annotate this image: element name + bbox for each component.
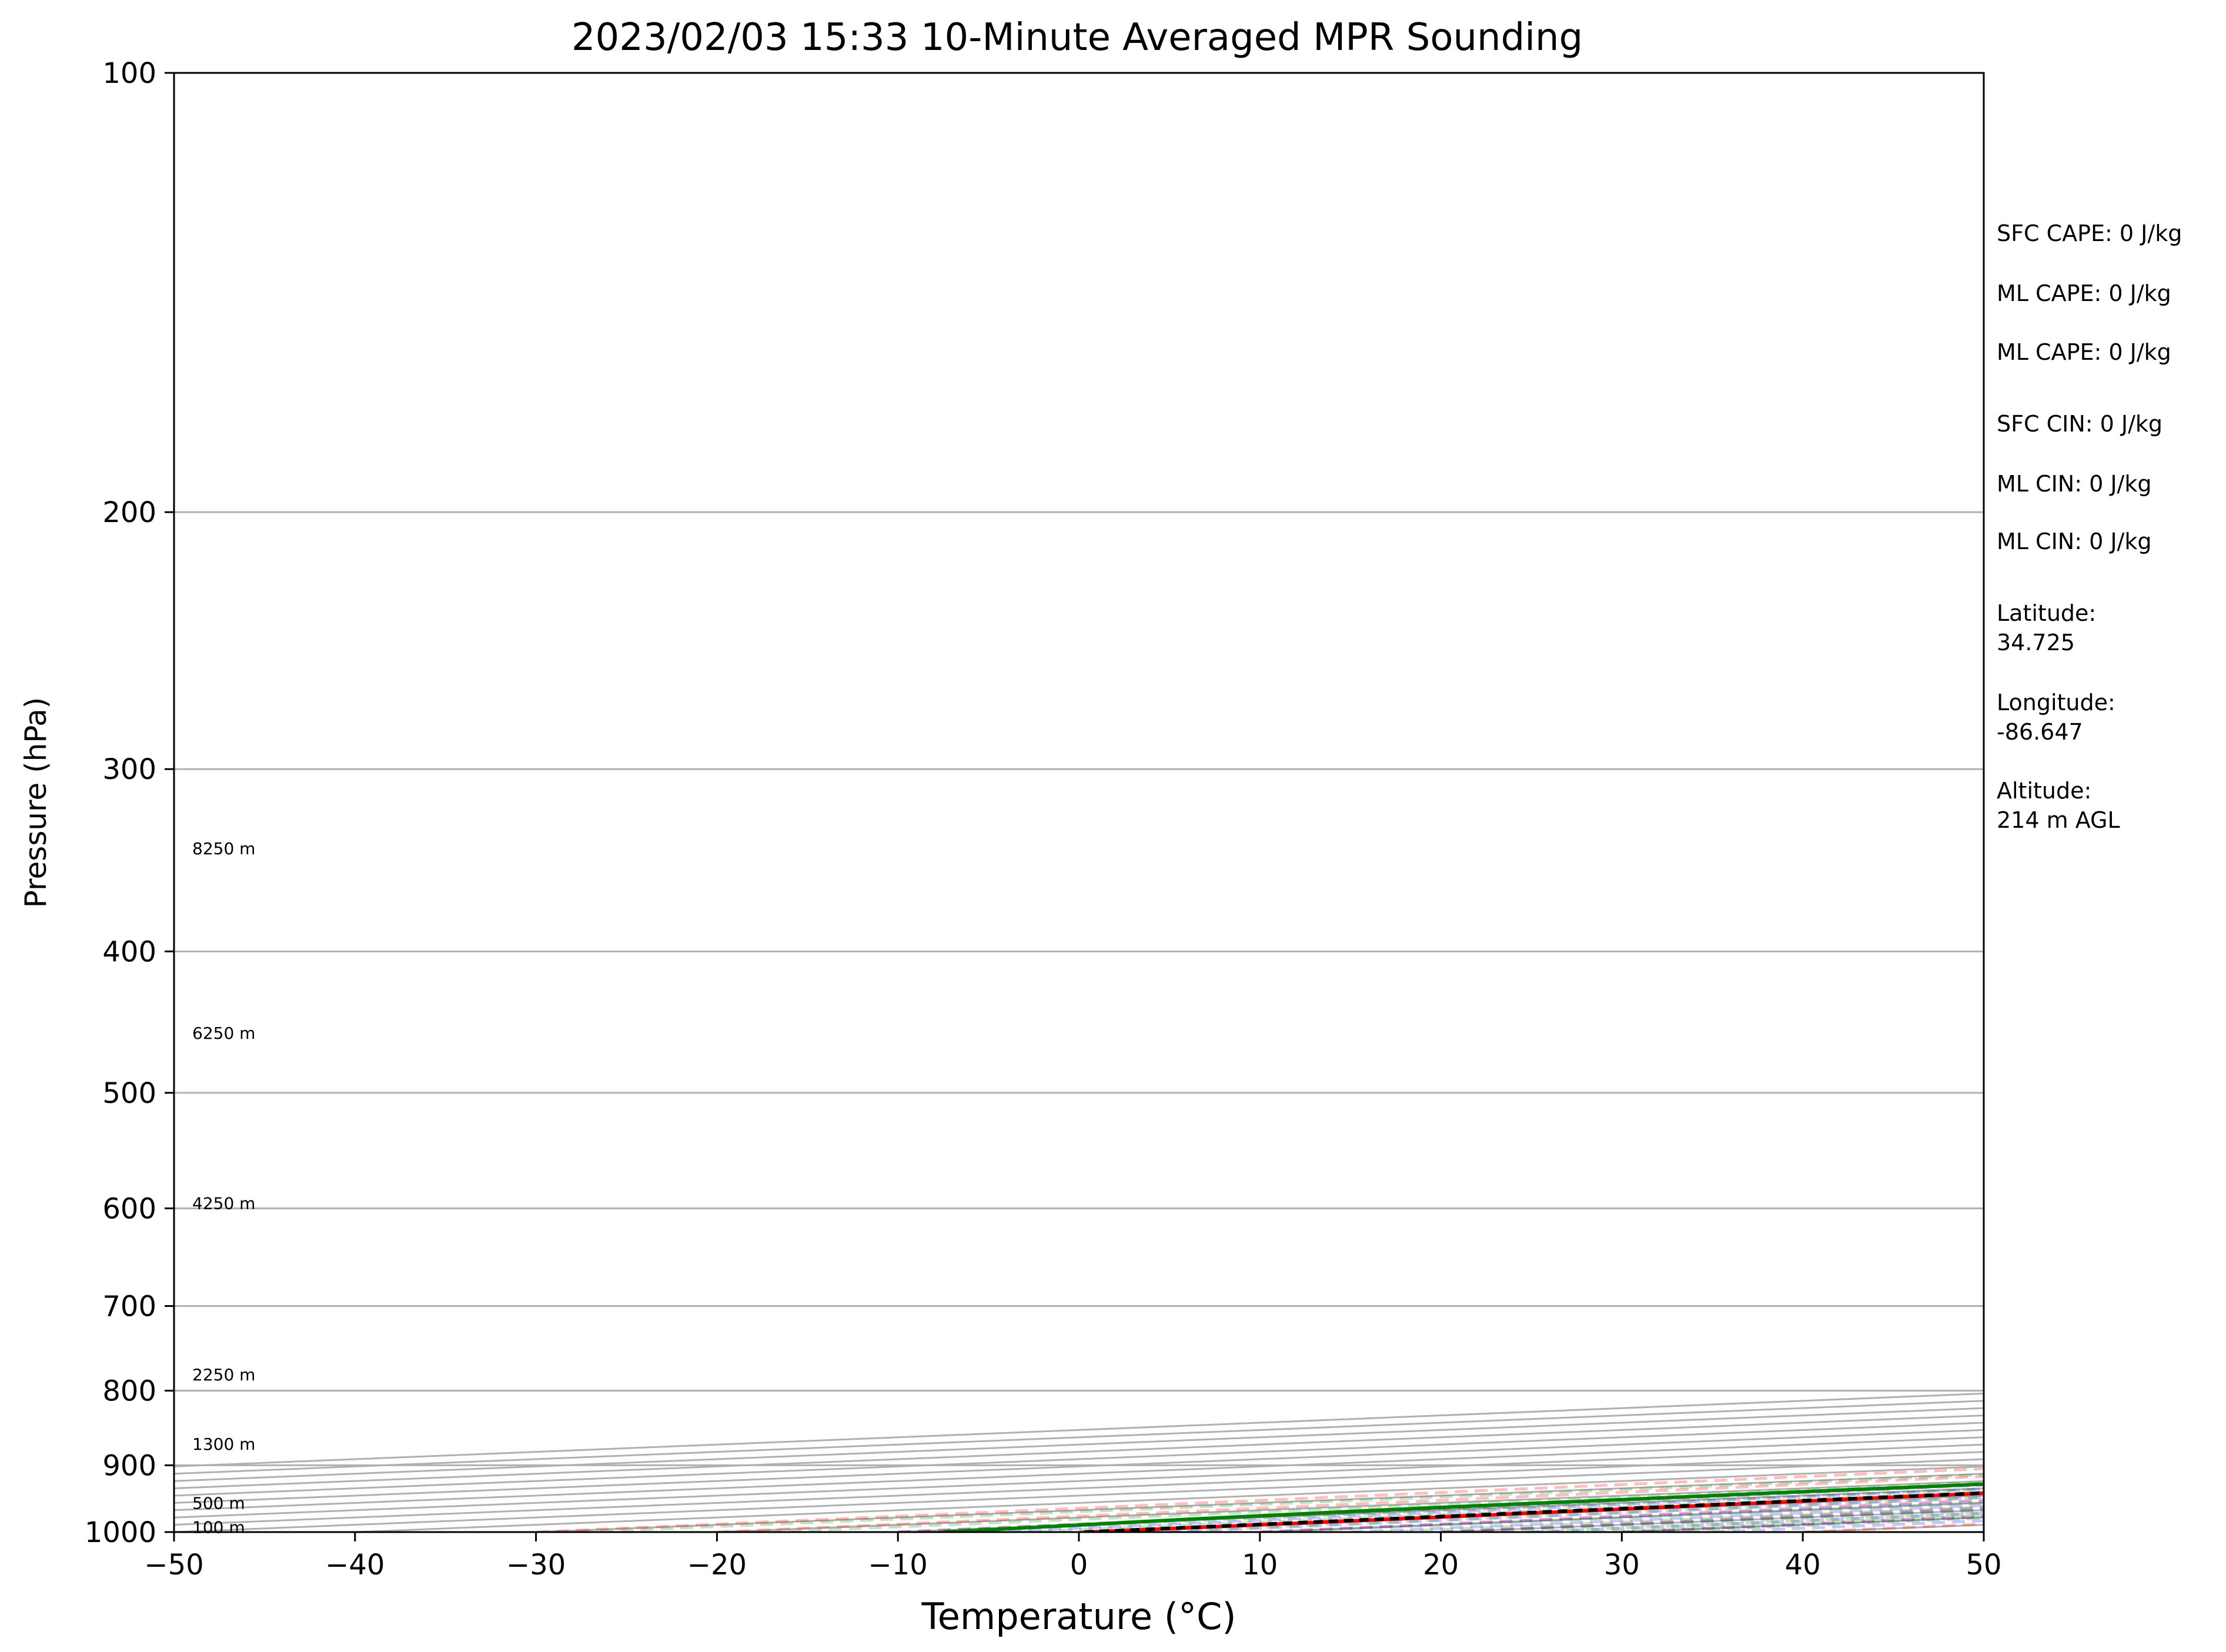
x-tick-label: −30 [506,1549,566,1581]
chart-title: 2023/02/03 15:33 10-Minute Averaged MPR … [571,16,1583,59]
annotation-text: ML CIN: 0 J/kg [1997,471,2151,497]
y-tick-label: 800 [102,1375,156,1407]
y-tick-label: 100 [102,57,156,90]
height-label: 8250 m [192,839,255,858]
x-tick-label: 10 [1242,1549,1278,1581]
annotation-text: Altitude: [1997,778,2091,804]
annotation-text: 214 m AGL [1997,807,2120,833]
y-tick-label: 700 [102,1290,156,1323]
x-tick-label: 30 [1604,1549,1640,1581]
mixing-ratio-line [768,1481,1984,1532]
y-tick-label: 900 [102,1449,156,1482]
x-tick-label: 40 [1785,1549,1821,1581]
y-tick-label: 500 [102,1077,156,1110]
y-tick-label: 400 [102,935,156,968]
height-label: 6250 m [192,1024,255,1043]
annotation-text: ML CAPE: 0 J/kg [1997,280,2171,306]
annotation-text: ML CIN: 0 J/kg [1997,529,2151,554]
x-tick-label: 50 [1966,1549,2001,1581]
y-tick-label: 300 [102,753,156,786]
x-tick-label: −20 [687,1549,747,1581]
y-tick-label: 600 [102,1192,156,1225]
x-tick-label: −10 [868,1549,928,1581]
x-tick-label: −40 [325,1549,385,1581]
y-axis: 100 200 300 400 500 600 700 800 900 1000 [85,57,174,1549]
height-labels: 8250 m 6250 m 4250 m 2250 m 1300 m 500 m 100 m [192,839,255,1537]
annotation-text: -86.647 [1997,719,2083,745]
annotation-text: SFC CIN: 0 J/kg [1997,411,2163,437]
height-label: 1300 m [192,1434,255,1454]
height-label: 4250 m [192,1193,255,1213]
background-lines [174,73,1984,1532]
annotation-text: Latitude: [1997,600,2096,626]
x-tick-label: −50 [144,1549,203,1581]
height-label: 2250 m [192,1365,255,1385]
height-label: 100 m [192,1517,245,1537]
height-label: 500 m [192,1493,245,1513]
y-tick-label: 1000 [85,1516,156,1549]
sounding-annotations: SFC CAPE: 0 J/kg ML CAPE: 0 J/kg ML CAPE: … [1997,220,2182,833]
x-tick-label: 20 [1423,1549,1459,1581]
x-axis: −50 −40 −30 −20 −10 0 10 20 30 40 50 [144,1532,2002,1581]
annotation-text: SFC CAPE: 0 J/kg [1997,220,2182,246]
annotation-text: 34.725 [1997,630,2075,656]
x-axis-label: Temperature (°C) [921,1595,1236,1638]
x-tick-label: 0 [1070,1549,1088,1581]
y-tick-label: 200 [102,496,156,529]
annotation-text: Longitude: [1997,690,2115,715]
y-axis-label: Pressure (hPa) [19,697,53,908]
annotation-text: ML CAPE: 0 J/kg [1997,339,2171,365]
